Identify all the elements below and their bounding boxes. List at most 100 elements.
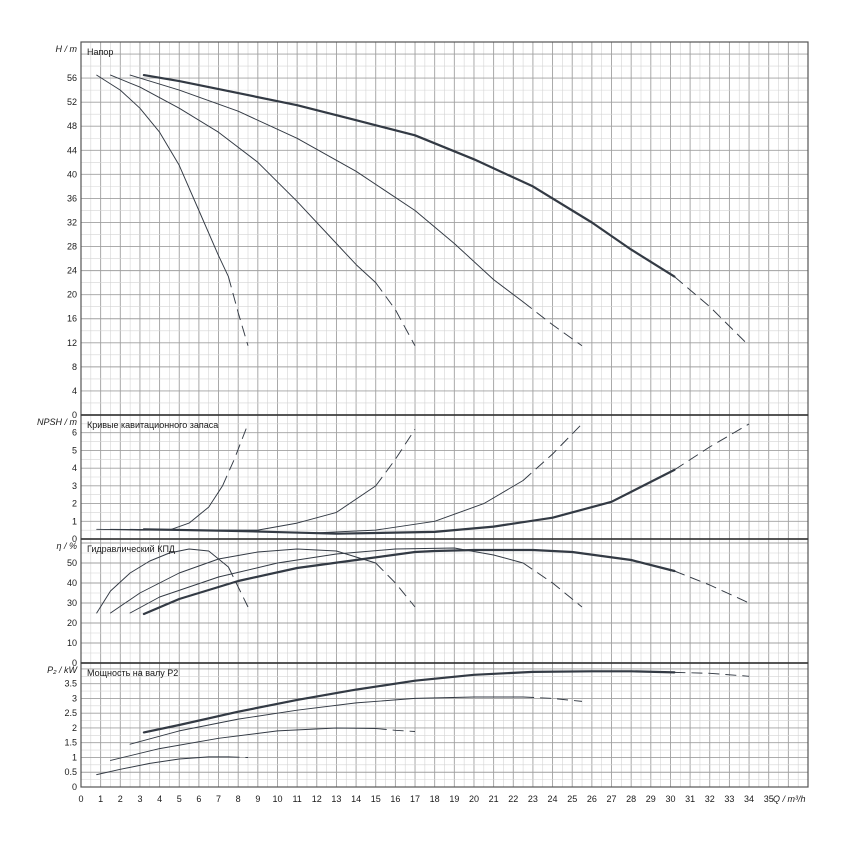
x-tick-label: 28 (626, 794, 636, 804)
y-tick-label: 52 (67, 97, 77, 107)
series-line-extrapolated (523, 696, 583, 702)
series-line (110, 548, 377, 614)
x-tick-label: 6 (196, 794, 201, 804)
x-tick-label: 0 (78, 794, 83, 804)
x-tick-label: 18 (430, 794, 440, 804)
x-tick-label: 25 (567, 794, 577, 804)
panel-title: Кривые кавитационного запаса (87, 420, 218, 430)
x-axis-label: Q / m³/h (773, 794, 806, 804)
series-line (110, 727, 377, 761)
y-tick-label: 1 (72, 752, 77, 762)
y-axis-label: H / m (56, 44, 78, 54)
y-tick-label: 16 (67, 314, 77, 324)
series-line (110, 74, 377, 284)
series-line-extrapolated (674, 423, 750, 471)
series-line-extrapolated (375, 282, 416, 347)
x-tick-label: 26 (587, 794, 597, 804)
x-tick-label: 29 (646, 794, 656, 804)
x-tick-label: 5 (177, 794, 182, 804)
series-line-extrapolated (522, 423, 583, 481)
y-tick-label: 20 (67, 618, 77, 628)
series-line (129, 696, 524, 745)
series-line-extrapolated (522, 562, 583, 608)
x-tick-label: 13 (331, 794, 341, 804)
series-line (96, 74, 229, 278)
series-line (110, 485, 377, 531)
y-tick-label: 5 (72, 445, 77, 455)
curve-layer (96, 73, 750, 776)
series-line-extrapolated (674, 671, 750, 677)
y-tick-label: 0.5 (64, 767, 77, 777)
y-tick-label: 1 (72, 516, 77, 526)
series-line-extrapolated (375, 428, 416, 487)
x-tick-label: 31 (685, 794, 695, 804)
y-tick-label: 56 (67, 73, 77, 83)
y-tick-label: 6 (72, 428, 77, 438)
x-tick-label: 4 (157, 794, 162, 804)
x-tick-label: 11 (292, 794, 301, 804)
series-line (142, 73, 676, 278)
x-tick-label: 16 (390, 794, 400, 804)
y-tick-label: 2 (72, 499, 77, 509)
y-tick-label: 3 (72, 481, 77, 491)
series-line-extrapolated (375, 562, 416, 608)
x-tick-label: 2 (118, 794, 123, 804)
x-tick-label: 7 (216, 794, 221, 804)
y-tick-label: 10 (67, 638, 77, 648)
y-tick-label: 40 (67, 578, 77, 588)
y-tick-label: 4 (72, 386, 77, 396)
y-tick-label: 0 (72, 782, 77, 792)
y-tick-label: 48 (67, 121, 77, 131)
x-tick-label: 32 (705, 794, 715, 804)
panel-title: Гидравлический КПД (87, 544, 175, 554)
x-tick-label: 14 (351, 794, 361, 804)
x-tick-label: 20 (469, 794, 479, 804)
y-tick-label: 20 (67, 290, 77, 300)
series-line (142, 468, 676, 535)
y-tick-label: 40 (67, 169, 77, 179)
series-line-extrapolated (227, 276, 249, 346)
y-tick-label: 2 (72, 723, 77, 733)
x-tick-label: 10 (272, 794, 282, 804)
y-axis-label: P₂ / kW (47, 665, 78, 675)
y-axis-label: NPSH / m (37, 417, 78, 427)
y-tick-label: 3 (72, 693, 77, 703)
x-tick-label: 23 (528, 794, 538, 804)
y-tick-label: 0 (72, 410, 77, 420)
y-tick-label: 0 (72, 534, 77, 544)
x-tick-label: 17 (410, 794, 420, 804)
y-tick-label: 1.5 (64, 738, 77, 748)
series-line (129, 547, 524, 614)
series-line (96, 548, 229, 614)
y-tick-label: 24 (67, 266, 77, 276)
x-tick-label: 33 (724, 794, 734, 804)
y-axis-label: η / % (56, 541, 77, 551)
x-tick-label: 35 (764, 794, 774, 804)
grid-layer (80, 41, 809, 788)
x-tick-label: 27 (607, 794, 617, 804)
series-line-extrapolated (522, 301, 583, 347)
x-tick-label: 24 (548, 794, 558, 804)
panel-title: Мощность на валу P2 (87, 668, 178, 678)
y-tick-label: 44 (67, 145, 77, 155)
series-line-extrapolated (228, 756, 249, 758)
x-tick-label: 1 (98, 794, 103, 804)
series-line-extrapolated (674, 570, 750, 604)
y-tick-label: 50 (67, 558, 77, 568)
series-line (96, 756, 229, 776)
x-tick-label: 30 (665, 794, 675, 804)
x-tick-label: 34 (744, 794, 754, 804)
y-tick-label: 2.5 (64, 708, 77, 718)
y-tick-label: 8 (72, 362, 77, 372)
x-tick-label: 9 (255, 794, 260, 804)
y-tick-label: 30 (67, 598, 77, 608)
x-tick-label: 19 (449, 794, 459, 804)
x-tick-label: 3 (137, 794, 142, 804)
series-line (129, 74, 524, 303)
y-tick-label: 36 (67, 193, 77, 203)
panel-title: Напор (87, 47, 113, 57)
y-tick-label: 32 (67, 217, 77, 227)
series-line (142, 670, 676, 734)
